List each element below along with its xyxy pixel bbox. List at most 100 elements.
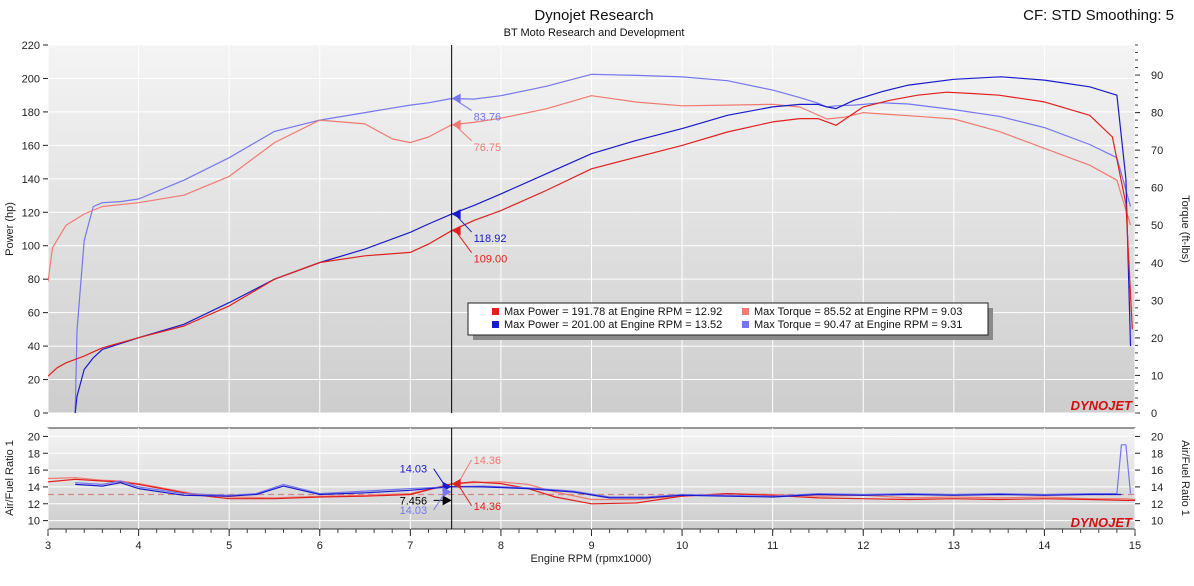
torque-tick-label: 30 xyxy=(1151,295,1163,307)
afr-tick-label: 18 xyxy=(28,448,40,460)
rpm-axis-ticks: 3 4 5 6 7 8 9 10 11 12 13 14 15 xyxy=(45,529,1141,552)
torque-tick-label: 50 xyxy=(1151,220,1163,232)
legend-swatch xyxy=(742,321,749,328)
afr-right-tick-label: 18 xyxy=(1151,448,1163,460)
torque-axis-label: Torque (ft-lbs) xyxy=(1179,195,1191,263)
annotation-value: 14.03 xyxy=(400,464,428,476)
x-tick-label: 8 xyxy=(498,540,504,552)
torque-tick-label: 20 xyxy=(1151,333,1163,345)
legend-swatch xyxy=(742,308,749,315)
afr-right-tick-label: 16 xyxy=(1151,465,1163,477)
torque-tick-label: 70 xyxy=(1151,145,1163,157)
cursor-arrow xyxy=(442,495,452,506)
afr-right-tick-label: 10 xyxy=(1151,516,1163,528)
series-afr_light_blue xyxy=(75,444,1132,498)
annotation-value: 83.76 xyxy=(474,111,502,123)
x-tick-label: 12 xyxy=(857,540,869,552)
power-plot-ticks: 0 20 40 60 80 100 120 140 160 180 200 220 0 10 20 30 40 5… xyxy=(22,40,1164,420)
x-tick-label: 3 xyxy=(45,540,51,552)
x-tick-label: 15 xyxy=(1129,540,1141,552)
dynojet-logo-small: DYNOJET xyxy=(1071,515,1133,530)
series-power_blue xyxy=(74,76,1132,413)
cursor-arrow xyxy=(451,209,461,220)
afr-tick-label: 14 xyxy=(28,482,40,494)
series-afr_light_red xyxy=(48,477,1135,501)
legend-box: Max Power = 191.78 at Engine RPM = 12.92… xyxy=(467,302,993,340)
afr-right-tick-label: 12 xyxy=(1151,499,1163,511)
series-torque_red xyxy=(48,95,1132,282)
annotation-value: 14.36 xyxy=(474,501,502,513)
torque-tick-label: 90 xyxy=(1151,70,1163,82)
afr-tick-label: 12 xyxy=(28,499,40,511)
power-tick-label: 180 xyxy=(22,107,40,119)
power-tick-label: 100 xyxy=(22,241,40,253)
annotation-leader xyxy=(457,101,472,111)
power-tick-label: 140 xyxy=(22,174,40,186)
torque-tick-label: 10 xyxy=(1151,370,1163,382)
afr-tick-label: 20 xyxy=(28,431,40,443)
series-torque_blue xyxy=(74,73,1132,413)
cursor-arrow xyxy=(451,478,461,489)
power-tick-label: 120 xyxy=(22,207,40,219)
annotation-leader xyxy=(433,491,447,511)
afr-tick-label: 16 xyxy=(28,465,40,477)
torque-tick-label: 80 xyxy=(1151,108,1163,120)
afr-axis-label-right: Air/Fuel Ratio 1 xyxy=(1179,440,1191,516)
power-plot-annotations: 83.76 76.75 118.92 109.00 xyxy=(451,93,508,266)
power-tick-label: 0 xyxy=(34,408,40,420)
annotation-leader xyxy=(457,233,473,253)
annotation-value: 118.92 xyxy=(474,233,507,245)
chart-title: Dynojet Research xyxy=(534,7,653,24)
cursor-arrow xyxy=(442,486,452,497)
torque-tick-label: 60 xyxy=(1151,183,1163,195)
x-tick-label: 6 xyxy=(317,540,323,552)
legend-entry: Max Power = 201.00 at Engine RPM = 13.52 xyxy=(504,319,722,331)
annotation-leader xyxy=(457,216,473,233)
x-tick-label: 7 xyxy=(407,540,413,552)
cursor-arrow xyxy=(451,119,461,130)
power-tick-label: 220 xyxy=(22,40,40,52)
power-tick-label: 40 xyxy=(28,341,40,353)
rpm-axis-label: Engine RPM (rpmx1000) xyxy=(530,553,651,565)
annotation-value: 14.36 xyxy=(474,455,502,467)
legend-entry: Max Torque = 90.47 at Engine RPM = 9.31 xyxy=(754,319,962,331)
annotation-leader xyxy=(457,483,473,507)
series-power_red xyxy=(48,91,1133,377)
power-tick-label: 160 xyxy=(22,140,40,152)
x-tick-label: 14 xyxy=(1038,540,1050,552)
x-tick-label: 11 xyxy=(767,540,778,552)
afr-axis-label-left: Air/Fuel Ratio 1 xyxy=(4,440,16,516)
torque-tick-label: 40 xyxy=(1151,258,1163,270)
afr-tick-label: 10 xyxy=(28,516,40,528)
x-tick-label: 10 xyxy=(676,540,688,552)
power-axis-label: Power (hp) xyxy=(4,202,16,256)
annotation-leader xyxy=(457,127,472,142)
annotation-value: 14.03 xyxy=(400,505,428,517)
power-plot-series xyxy=(48,45,1133,413)
series-afr_blue xyxy=(75,482,1122,499)
legend-entry: Max Torque = 85.52 at Engine RPM = 9.03 xyxy=(754,306,962,318)
x-tick-label: 5 xyxy=(226,540,232,552)
afr-right-tick-label: 14 xyxy=(1151,482,1163,494)
legend-swatch xyxy=(492,308,499,315)
correction-factor-label: CF: STD Smoothing: 5 xyxy=(1023,7,1174,24)
x-tick-label: 13 xyxy=(948,540,960,552)
cursor-arrow xyxy=(451,93,461,104)
legend-swatch xyxy=(492,321,499,328)
annotation-value: 7.456 xyxy=(400,495,428,507)
legend-entry: Max Power = 191.78 at Engine RPM = 12.92 xyxy=(504,306,722,318)
torque-tick-label: 0 xyxy=(1151,408,1157,420)
power-tick-label: 200 xyxy=(22,73,40,85)
dynojet-logo: DYNOJET xyxy=(1071,398,1133,413)
annotation-value: 76.75 xyxy=(474,142,502,154)
x-tick-label: 9 xyxy=(588,540,594,552)
chart-subtitle: BT Moto Research and Development xyxy=(504,27,685,39)
afr-right-tick-label: 20 xyxy=(1151,431,1163,443)
power-tick-label: 20 xyxy=(28,375,40,387)
annotation-value: 109.00 xyxy=(474,254,508,266)
afr-plot-ticks: 10 12 14 16 18 20 10 12 14 16 18 20 xyxy=(28,431,1164,527)
power-tick-label: 60 xyxy=(28,308,40,320)
power-tick-label: 80 xyxy=(28,274,40,286)
